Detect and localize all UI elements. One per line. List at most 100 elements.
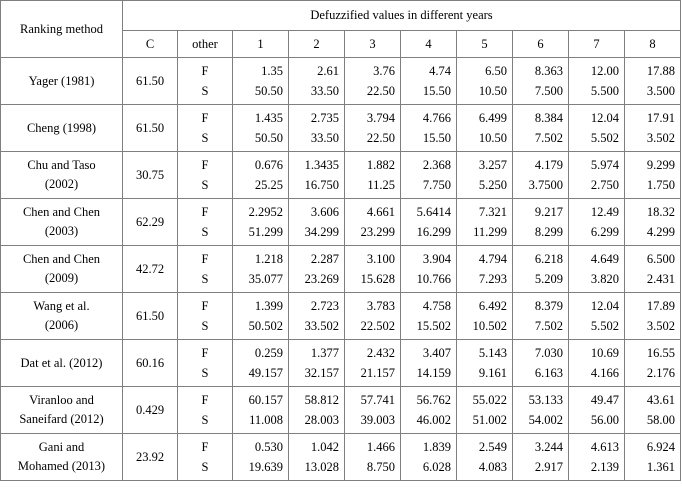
value-cell: 3.244 2.917 bbox=[512, 433, 569, 481]
s-value: 35.077 bbox=[248, 272, 283, 286]
f-value: 57.741 bbox=[360, 393, 395, 407]
column-header: C bbox=[122, 30, 178, 58]
f-value: 2.723 bbox=[310, 299, 339, 313]
value-cell: 18.32 4.299 bbox=[624, 198, 681, 246]
f-value: 1.042 bbox=[310, 440, 339, 454]
fs-label: F bbox=[201, 299, 209, 313]
s-value: 11.008 bbox=[249, 413, 283, 427]
f-value: 9.217 bbox=[534, 205, 563, 219]
s-value: 33.50 bbox=[310, 131, 339, 145]
f-value: 1.218 bbox=[254, 252, 283, 266]
c-cell: 60.16 bbox=[122, 339, 178, 387]
fs-label: F bbox=[201, 158, 209, 172]
value-cell: 2.735 33.50 bbox=[288, 104, 345, 152]
s-value: 33.50 bbox=[310, 84, 339, 98]
f-value: 3.606 bbox=[310, 205, 339, 219]
s-value: 5.250 bbox=[478, 178, 507, 192]
value-cell: 6.500 2.431 bbox=[624, 245, 681, 293]
value-cell: 9.217 8.299 bbox=[512, 198, 569, 246]
s-value: 5.502 bbox=[590, 131, 619, 145]
f-value: 6.500 bbox=[646, 252, 675, 266]
f-value: 2.735 bbox=[310, 111, 339, 125]
f-value: 12.00 bbox=[590, 64, 619, 78]
column-header: 8 bbox=[624, 30, 681, 58]
s-value: 6.163 bbox=[534, 366, 563, 380]
f-value: 17.91 bbox=[646, 111, 675, 125]
s-value: 2.917 bbox=[534, 460, 563, 474]
s-value: 6.028 bbox=[422, 460, 451, 474]
f-value: 17.88 bbox=[646, 64, 675, 78]
value-cell: 2.61 33.50 bbox=[288, 57, 345, 105]
s-value: 6.299 bbox=[590, 225, 619, 239]
table-row: Viranloo and Saneifard (2012) 0.429 F S 60.1… bbox=[0, 386, 681, 434]
value-cell: 8.384 7.502 bbox=[512, 104, 569, 152]
value-cell: 1.377 32.157 bbox=[288, 339, 345, 387]
f-value: 8.384 bbox=[534, 111, 563, 125]
fs-label: F bbox=[201, 111, 209, 125]
method-cell: Dat et al. (2012) bbox=[0, 339, 123, 387]
value-cell: 1.35 50.50 bbox=[232, 57, 289, 105]
method-name: Chen and Chen (2003) bbox=[22, 205, 101, 238]
fs-label: S bbox=[201, 460, 209, 474]
value-cell: 55.022 51.002 bbox=[456, 386, 513, 434]
method-cell: Chen and Chen (2003) bbox=[0, 198, 123, 246]
method-cell: Chu and Taso (2002) bbox=[0, 151, 123, 199]
table-body: Yager (1981) 61.50 F S 1.35 50.50 2.61 33.50 3.7… bbox=[0, 57, 681, 481]
c-cell: 23.92 bbox=[122, 433, 178, 481]
value-cell: 4.794 7.293 bbox=[456, 245, 513, 293]
value-cell: 1.435 50.50 bbox=[232, 104, 289, 152]
f-value: 3.407 bbox=[422, 346, 451, 360]
s-value: 28.003 bbox=[304, 413, 339, 427]
fs-label: F bbox=[201, 252, 209, 266]
s-value: 2.139 bbox=[590, 460, 619, 474]
value-cell: 8.379 7.502 bbox=[512, 292, 569, 340]
fs-label: S bbox=[201, 84, 209, 98]
f-value: 49.47 bbox=[590, 393, 619, 407]
s-value: 9.161 bbox=[478, 366, 507, 380]
value-cell: 3.76 22.50 bbox=[344, 57, 401, 105]
s-value: 34.299 bbox=[304, 225, 339, 239]
s-value: 7.750 bbox=[422, 178, 451, 192]
table-row: Chen and Chen (2003) 62.29 F S 2.2952 51.299 3… bbox=[0, 198, 681, 246]
c-cell: 30.75 bbox=[122, 151, 178, 199]
value-cell: 9.299 1.750 bbox=[624, 151, 681, 199]
method-cell: Wang et al. (2006) bbox=[0, 292, 123, 340]
value-cell: 17.88 3.500 bbox=[624, 57, 681, 105]
method-name: Dat et al. (2012) bbox=[20, 355, 103, 370]
value-cell: 6.924 1.361 bbox=[624, 433, 681, 481]
s-value: 56.00 bbox=[590, 413, 619, 427]
value-cell: 57.741 39.003 bbox=[344, 386, 401, 434]
s-value: 7.502 bbox=[534, 319, 563, 333]
table-row: Gani and Mohamed (2013) 23.92 F S 0.530 19.63… bbox=[0, 433, 681, 481]
c-cell: 61.50 bbox=[122, 104, 178, 152]
value-cell: 1.882 11.25 bbox=[344, 151, 401, 199]
s-value: 13.028 bbox=[304, 460, 339, 474]
value-cell: 1.466 8.750 bbox=[344, 433, 401, 481]
s-value: 15.50 bbox=[422, 84, 451, 98]
value-cell: 6.499 10.50 bbox=[456, 104, 513, 152]
value-cell: 17.91 3.502 bbox=[624, 104, 681, 152]
c-cell: 61.50 bbox=[122, 292, 178, 340]
fs-label: F bbox=[201, 440, 209, 454]
f-value: 2.432 bbox=[366, 346, 395, 360]
f-value: 2.549 bbox=[478, 440, 507, 454]
s-value: 2.750 bbox=[590, 178, 619, 192]
f-value: 3.783 bbox=[366, 299, 395, 313]
s-value: 7.500 bbox=[534, 84, 563, 98]
value-cell: 58.812 28.003 bbox=[288, 386, 345, 434]
value-cell: 17.89 3.502 bbox=[624, 292, 681, 340]
value-cell: 3.904 10.766 bbox=[400, 245, 457, 293]
value-cell: 3.606 34.299 bbox=[288, 198, 345, 246]
value-cell: 3.783 22.502 bbox=[344, 292, 401, 340]
s-value: 4.299 bbox=[646, 225, 675, 239]
s-value: 3.502 bbox=[646, 131, 675, 145]
value-cell: 3.100 15.628 bbox=[344, 245, 401, 293]
value-cell: 2.287 23.269 bbox=[288, 245, 345, 293]
fs-label: F bbox=[201, 393, 209, 407]
method-name: Cheng (1998) bbox=[26, 120, 97, 135]
value-cell: 7.030 6.163 bbox=[512, 339, 569, 387]
